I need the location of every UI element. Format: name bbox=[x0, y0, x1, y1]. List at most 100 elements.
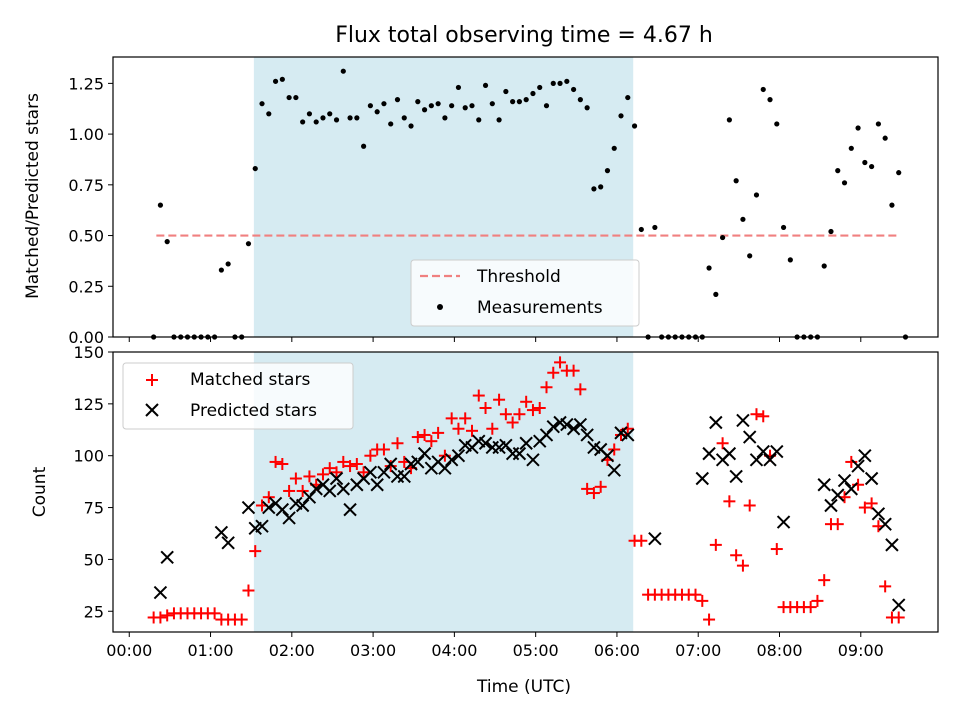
count-xtick-label: 07:00 bbox=[675, 641, 721, 660]
matched-star-point bbox=[587, 487, 600, 500]
matched-star-point bbox=[865, 497, 878, 510]
predicted-star-mark bbox=[864, 471, 879, 486]
predicted-star-point bbox=[702, 446, 716, 461]
predicted-star-point bbox=[573, 417, 588, 432]
measurement-point bbox=[333, 117, 340, 123]
predicted-star-mark bbox=[546, 419, 560, 434]
matched-star-point bbox=[716, 437, 729, 450]
predicted-star-mark bbox=[411, 455, 425, 469]
predicted-star-point bbox=[417, 446, 432, 461]
measurement-point bbox=[835, 168, 841, 174]
count-legend-box bbox=[122, 362, 354, 430]
predicted-star-point bbox=[566, 422, 581, 436]
measurement-point bbox=[882, 135, 888, 141]
matched-star-point bbox=[499, 408, 512, 421]
matched-star-point bbox=[418, 428, 431, 441]
matched-star-point bbox=[757, 410, 770, 423]
predicted-star-point bbox=[736, 413, 750, 428]
ratio-ytick-label: 1.25 bbox=[68, 74, 104, 93]
matched-star-point bbox=[615, 428, 628, 441]
predicted-star-point bbox=[153, 585, 168, 600]
predicted-star-point bbox=[851, 459, 865, 473]
predicted-star-point bbox=[397, 469, 411, 484]
measurement-point bbox=[564, 78, 570, 84]
measurement-point bbox=[374, 109, 380, 115]
matched-star-point bbox=[540, 381, 553, 394]
count-xtick-label: 08:00 bbox=[756, 641, 802, 660]
matched-star-point bbox=[364, 449, 377, 462]
measurement-point bbox=[245, 241, 252, 247]
predicted-star-mark bbox=[580, 428, 594, 442]
matched-star-point bbox=[269, 455, 282, 468]
count-xtick-label: 03:00 bbox=[350, 641, 396, 660]
measurement-point bbox=[394, 97, 401, 103]
matched-star-point bbox=[249, 545, 262, 558]
matched-star-point bbox=[486, 422, 499, 435]
matched-star-point bbox=[574, 383, 587, 396]
predicted-star-point bbox=[478, 436, 493, 450]
predicted-star-point bbox=[864, 471, 879, 486]
measurement-point bbox=[272, 78, 279, 84]
predicted-star-point bbox=[858, 448, 872, 463]
predicted-star-mark bbox=[417, 446, 432, 461]
measurement-point bbox=[313, 119, 319, 125]
measurement-point bbox=[388, 121, 394, 127]
predicted-star-point bbox=[221, 536, 235, 550]
matched-star-point bbox=[858, 501, 871, 514]
measurement-point bbox=[293, 94, 299, 101]
measurement-point bbox=[516, 99, 523, 105]
predicted-star-mark bbox=[295, 498, 310, 513]
predicted-star-point bbox=[621, 428, 635, 442]
matched-star-point bbox=[154, 611, 167, 624]
measurement-point bbox=[164, 239, 170, 245]
matched-star-point bbox=[303, 470, 316, 483]
predicted-star-mark bbox=[370, 478, 384, 492]
measurement-point bbox=[306, 111, 313, 117]
measurement-point bbox=[604, 168, 611, 174]
predicted-star-mark bbox=[729, 469, 743, 484]
measurement-point bbox=[557, 80, 563, 86]
predicted-star-point bbox=[844, 482, 859, 496]
matched-star-point bbox=[208, 607, 221, 620]
matched-star-point bbox=[892, 611, 905, 624]
predicted-star-mark bbox=[472, 434, 486, 448]
matched-star-point bbox=[391, 437, 404, 450]
ratio-ytick-label: 0.75 bbox=[68, 176, 104, 195]
measurement-point bbox=[713, 291, 719, 297]
predicted-star-mark bbox=[458, 438, 472, 453]
measurement-point bbox=[720, 234, 726, 241]
measurement-point bbox=[875, 121, 881, 127]
predicted-star-mark bbox=[214, 525, 229, 540]
matched-star-point bbox=[235, 613, 248, 626]
predicted-star-point bbox=[722, 446, 737, 461]
predicted-star-point bbox=[214, 525, 229, 540]
measurement-point bbox=[537, 84, 543, 91]
matched-star-point bbox=[750, 408, 763, 421]
measurement-point bbox=[469, 103, 475, 109]
measurement-point bbox=[543, 103, 550, 109]
predicted-star-mark bbox=[329, 471, 344, 486]
measurement-point bbox=[286, 94, 292, 101]
predicted-star-point bbox=[831, 488, 845, 502]
matched-star-point bbox=[344, 460, 357, 473]
matched-star-point bbox=[465, 424, 478, 437]
count-xtick-label: 00:00 bbox=[106, 641, 152, 660]
predicted-star-point bbox=[411, 455, 425, 469]
predicted-star-point bbox=[546, 419, 560, 434]
predicted-star-mark bbox=[736, 413, 750, 428]
ratio-panel: 0.00 0.25 0.50 0.75 1.00 1.25 Matched/Predict… bbox=[23, 56, 939, 347]
measurement-point bbox=[760, 86, 766, 93]
measurement-point bbox=[747, 253, 753, 259]
matched-star-point bbox=[723, 495, 736, 508]
predicted-star-mark bbox=[384, 457, 398, 471]
matched-star-point bbox=[730, 549, 743, 562]
predicted-star-mark bbox=[566, 422, 581, 436]
measurement-point bbox=[361, 143, 367, 149]
predicted-star-mark bbox=[776, 515, 791, 529]
matched-star-point bbox=[520, 395, 533, 408]
measurement-point bbox=[577, 97, 583, 103]
measurement-point bbox=[631, 123, 638, 129]
matched-star-point bbox=[554, 356, 567, 369]
matched-star-point bbox=[526, 404, 539, 417]
measurement-point bbox=[841, 180, 848, 186]
